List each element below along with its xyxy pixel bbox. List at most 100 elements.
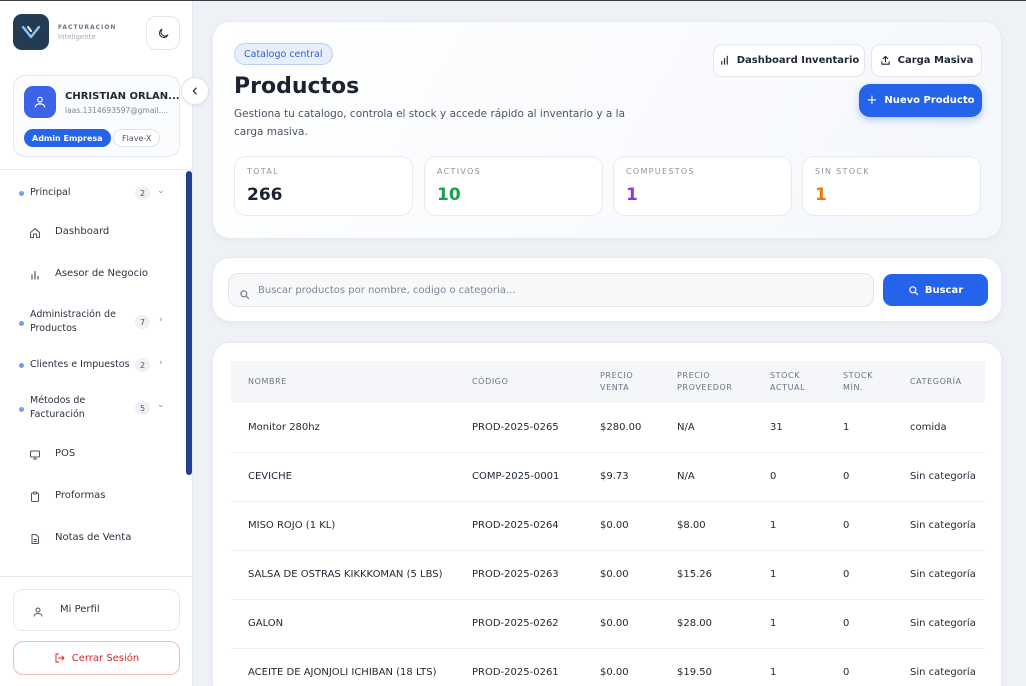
bar-chart-icon bbox=[719, 55, 730, 66]
carga-masiva-label: Carga Masiva bbox=[897, 55, 974, 66]
cell-nombre: Monitor 280hz bbox=[231, 403, 455, 453]
sidebar-item-pos[interactable]: POS bbox=[0, 443, 180, 467]
carga-masiva-button[interactable]: Carga Masiva bbox=[871, 44, 982, 77]
search-icon bbox=[908, 285, 919, 296]
table-row[interactable]: GALON PROD-2025-0262 $0.00 $28.00 1 0 Si… bbox=[231, 599, 985, 649]
cell-categoria: Sin categoría bbox=[910, 667, 976, 679]
dashboard-inventario-button[interactable]: Dashboard Inventario bbox=[713, 44, 865, 77]
cell-precio-venta: $0.00 bbox=[600, 667, 629, 679]
products-header-card: Catalogo central Productos Gestiona tu c… bbox=[212, 21, 1002, 239]
cell-stock-min: 0 bbox=[826, 452, 893, 502]
cell-stock-min: 0 bbox=[826, 501, 893, 551]
cell-stock-min: 1 bbox=[826, 403, 893, 453]
sidebar-item-label: POS bbox=[55, 448, 76, 459]
logout-icon bbox=[55, 653, 65, 663]
sidebar-item-notas-venta[interactable]: Notas de Venta bbox=[0, 527, 180, 551]
sidebar-item-dashboard[interactable]: Dashboard bbox=[0, 221, 180, 245]
nav-group-count: 2 bbox=[135, 186, 150, 200]
cell-stock-min: 0 bbox=[826, 599, 893, 649]
cell-precio-proveedor: $8.00 bbox=[660, 501, 753, 551]
cell-precio-proveedor: $19.50 bbox=[677, 667, 712, 679]
moon-icon bbox=[158, 28, 168, 38]
table-row[interactable]: SALSA DE OSTRAS KIKKKOMAN (5 LBS) PROD-2… bbox=[231, 550, 985, 600]
table-row[interactable]: Monitor 280hz PROD-2025-0265 $280.00 N/A… bbox=[231, 403, 985, 453]
cell-nombre: ACEITE DE AJONJOLI ICHIBAN (18 LTS) bbox=[248, 667, 437, 679]
table-row[interactable]: ACEITE DE AJONJOLI ICHIBAN (18 LTS) PROD… bbox=[231, 648, 985, 686]
nav-group-count: 7 bbox=[135, 315, 150, 329]
sidebar-item-proformas[interactable]: Proformas bbox=[0, 485, 180, 509]
cell-categoria: Sin categoría bbox=[893, 501, 985, 551]
column-header-precio-venta[interactable]: PRECIO VENTA bbox=[583, 361, 660, 403]
cell-stock-actual: 1 bbox=[753, 501, 826, 551]
search-card: Buscar bbox=[212, 257, 1002, 322]
column-header-label: STOCK ACTUAL bbox=[770, 371, 806, 392]
search-icon bbox=[239, 285, 250, 304]
column-header-nombre[interactable]: NOMBRE bbox=[248, 377, 287, 386]
column-header-precio-proveedor[interactable]: PRECIO PROVEEDOR bbox=[660, 361, 753, 403]
column-header-codigo[interactable]: CÓDIGO bbox=[472, 377, 509, 386]
nav-group-label: Métodos de Facturación bbox=[30, 395, 86, 420]
sidebar-item-label: Asesor de Negocio bbox=[55, 268, 148, 279]
cell-precio-proveedor: N/A bbox=[660, 452, 753, 502]
sidebar-nav: Principal 2 ⌄ Dashboard Asesor de Negoci… bbox=[0, 171, 193, 575]
search-input[interactable] bbox=[258, 274, 858, 306]
sidebar-item-label: Proformas bbox=[55, 490, 106, 501]
nuevo-producto-label: Nuevo Producto bbox=[884, 95, 975, 106]
divider bbox=[0, 169, 193, 170]
sidebar: FACTURACION Inteligente CHRISTIAN ORLAN.… bbox=[0, 1, 193, 686]
divider bbox=[0, 576, 193, 577]
stat-label: COMPUESTOS bbox=[626, 167, 695, 176]
monitor-icon bbox=[28, 448, 42, 462]
stat-card-sin-stock: SIN STOCK 1 bbox=[802, 156, 981, 216]
avatar bbox=[24, 86, 56, 118]
table-row[interactable]: MISO ROJO (1 KL) PROD-2025-0264 $0.00 $8… bbox=[231, 501, 985, 551]
stat-label: TOTAL bbox=[247, 167, 279, 176]
brand[interactable]: FACTURACION Inteligente bbox=[13, 14, 116, 50]
cell-stock-min: 0 bbox=[826, 550, 893, 600]
cell-stock-actual: 1 bbox=[753, 550, 826, 600]
group-dot bbox=[19, 321, 24, 326]
nav-group-count: 2 bbox=[135, 358, 150, 372]
cell-categoria: Sin categoría bbox=[893, 599, 985, 649]
theme-toggle-button[interactable] bbox=[146, 16, 180, 50]
clipboard-icon bbox=[28, 490, 42, 504]
logout-button[interactable]: Cerrar Sesión bbox=[13, 641, 180, 675]
cell-codigo: PROD-2025-0262 bbox=[455, 599, 583, 649]
stat-label: SIN STOCK bbox=[815, 167, 870, 176]
page-title: Productos bbox=[234, 74, 360, 99]
user-name: CHRISTIAN ORLAN... bbox=[65, 91, 180, 102]
column-header-label: STOCK MÍN. bbox=[843, 371, 874, 392]
column-header-stock-actual[interactable]: STOCK ACTUAL bbox=[753, 361, 826, 403]
cell-nombre: CEVICHE bbox=[231, 452, 455, 502]
my-profile-label: Mi Perfil bbox=[60, 604, 100, 615]
plus-icon: + bbox=[866, 93, 878, 108]
nuevo-producto-button[interactable]: + Nuevo Producto bbox=[859, 84, 982, 117]
role-badge: Admin Empresa bbox=[24, 129, 111, 147]
nav-group-admin-productos[interactable]: Administración de Productos 7 › bbox=[0, 308, 180, 338]
nav-group-principal[interactable]: Principal 2 ⌄ bbox=[0, 186, 180, 202]
group-dot bbox=[19, 407, 24, 412]
search-field[interactable] bbox=[228, 273, 874, 307]
sidebar-item-asesor[interactable]: Asesor de Negocio bbox=[0, 263, 180, 287]
user-icon bbox=[32, 603, 44, 622]
search-button[interactable]: Buscar bbox=[883, 274, 988, 306]
cell-categoria: Sin categoría bbox=[893, 452, 985, 502]
sidebar-scrollbar[interactable] bbox=[186, 171, 192, 475]
chevron-down-icon: ⌄ bbox=[157, 400, 165, 410]
cell-nombre: MISO ROJO (1 KL) bbox=[231, 501, 455, 551]
my-profile-button[interactable]: Mi Perfil bbox=[13, 589, 180, 631]
chevron-left-icon bbox=[192, 87, 197, 95]
page-subtitle: Gestiona tu catalogo, controla el stock … bbox=[234, 108, 626, 138]
brand-logo-icon bbox=[13, 14, 49, 50]
column-header-categoria[interactable]: CATEGORÍA bbox=[910, 377, 962, 386]
column-header-stock-min[interactable]: STOCK MÍN. bbox=[826, 361, 893, 403]
chevron-right-icon: › bbox=[159, 358, 163, 368]
upload-icon bbox=[880, 55, 891, 66]
nav-group-metodos[interactable]: Métodos de Facturación 5 ⌄ bbox=[0, 394, 180, 424]
collapse-sidebar-button[interactable] bbox=[181, 77, 209, 105]
nav-group-clientes[interactable]: Clientes e Impuestos 2 › bbox=[0, 358, 180, 374]
nav-group-label: Principal bbox=[30, 187, 71, 198]
cell-codigo: PROD-2025-0265 bbox=[455, 403, 583, 453]
table-row[interactable]: CEVICHE COMP-2025-0001 $9.73 N/A 0 0 Sin… bbox=[231, 452, 985, 502]
cell-precio-venta: $0.00 bbox=[583, 599, 660, 649]
